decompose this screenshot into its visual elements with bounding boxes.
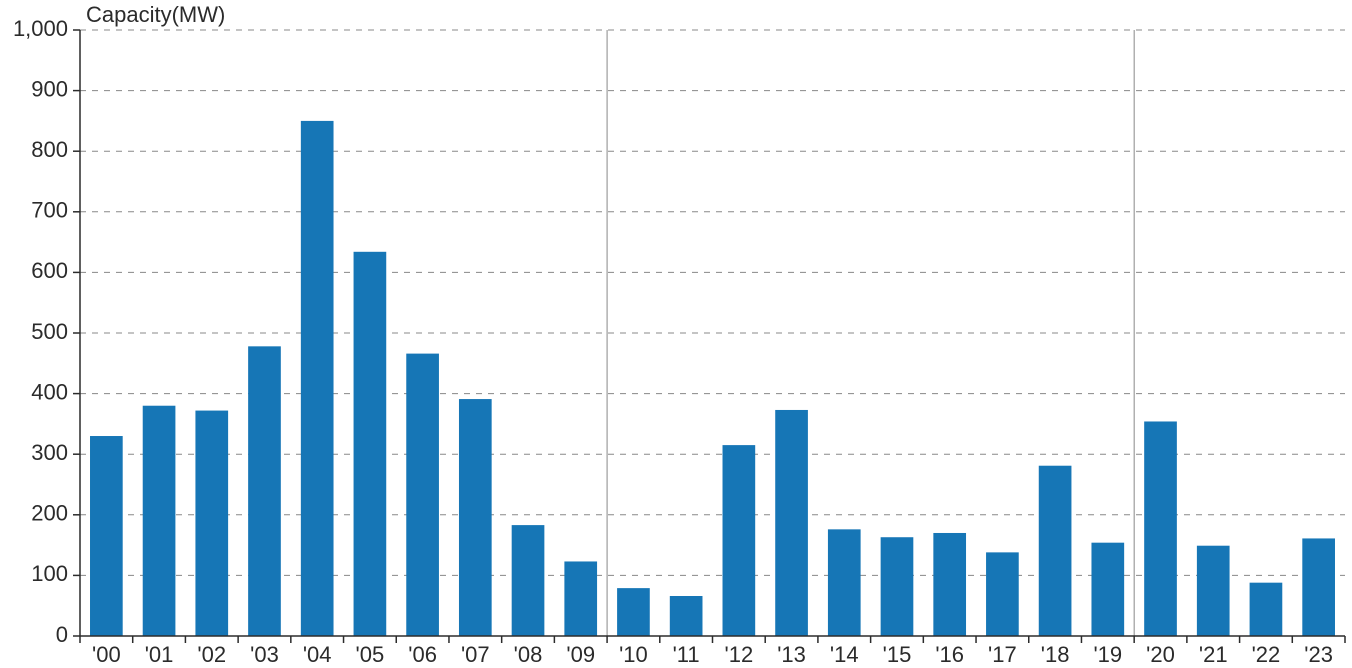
x-tick-label: '00 [92, 642, 121, 667]
bar [301, 121, 334, 636]
bar [1091, 543, 1124, 636]
x-tick-label: '02 [197, 642, 226, 667]
y-tick-label: 800 [31, 137, 68, 162]
bar [881, 537, 914, 636]
y-tick-label: 600 [31, 258, 68, 283]
y-tick-label: 900 [31, 76, 68, 101]
y-tick-label: 400 [31, 379, 68, 404]
bar [617, 588, 650, 636]
y-tick-label: 700 [31, 198, 68, 223]
x-tick-label: '06 [408, 642, 437, 667]
x-tick-label: '13 [777, 642, 806, 667]
x-tick-label: '16 [935, 642, 964, 667]
chart-title: Capacity(MW) [86, 2, 225, 27]
y-tick-label: 100 [31, 561, 68, 586]
bar [723, 445, 756, 636]
bar [354, 252, 387, 636]
x-tick-label: '19 [1093, 642, 1122, 667]
x-tick-label: '14 [830, 642, 859, 667]
bar [90, 436, 123, 636]
y-tick-label: 200 [31, 501, 68, 526]
bar [459, 399, 492, 636]
bar [775, 410, 808, 636]
bar [1302, 538, 1335, 636]
x-tick-label: '03 [250, 642, 279, 667]
x-tick-label: '08 [514, 642, 543, 667]
x-tick-label: '04 [303, 642, 332, 667]
bar [1144, 421, 1177, 636]
bar [1250, 583, 1283, 636]
bar [933, 533, 966, 636]
x-tick-label: '18 [1041, 642, 1070, 667]
bar [1197, 546, 1230, 636]
x-tick-label: '10 [619, 642, 648, 667]
x-tick-label: '20 [1146, 642, 1175, 667]
x-tick-label: '23 [1304, 642, 1333, 667]
bar [512, 525, 545, 636]
bar [828, 529, 861, 636]
x-tick-label: '15 [883, 642, 912, 667]
bar [143, 406, 176, 636]
x-tick-label: '05 [356, 642, 385, 667]
bar [195, 411, 228, 636]
x-tick-label: '21 [1199, 642, 1228, 667]
bar [670, 596, 703, 636]
bar [986, 552, 1019, 636]
x-tick-label: '17 [988, 642, 1017, 667]
bar [406, 354, 439, 636]
y-tick-label: 1,000 [13, 16, 68, 41]
x-tick-label: '12 [725, 642, 754, 667]
y-tick-label: 0 [56, 622, 68, 647]
x-tick-label: '22 [1252, 642, 1281, 667]
y-tick-label: 500 [31, 319, 68, 344]
bar [564, 561, 597, 636]
x-tick-label: '11 [673, 642, 700, 667]
x-tick-label: '09 [566, 642, 595, 667]
x-tick-label: '07 [461, 642, 490, 667]
capacity-bar-chart: 0 100 200 300 400 500 600 700 800 900 1,000 '00 '01 '… [0, 0, 1352, 668]
x-tick-label: '01 [145, 642, 174, 667]
bar [248, 346, 281, 636]
y-tick-label: 300 [31, 440, 68, 465]
bar [1039, 466, 1072, 636]
